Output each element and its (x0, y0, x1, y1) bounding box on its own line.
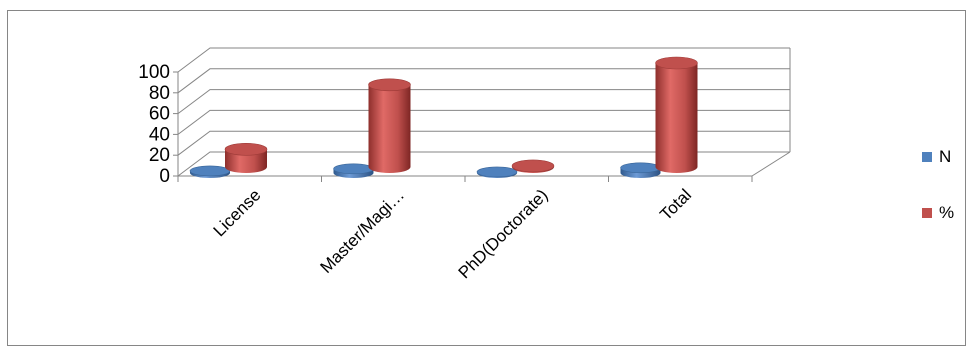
bar-top (224, 143, 268, 156)
gridline (177, 89, 790, 114)
y-tick-label: 100 (138, 62, 170, 83)
bar-top (333, 163, 374, 175)
bar-percent-0 (224, 143, 268, 173)
bar-top (655, 56, 698, 70)
gridline (177, 151, 790, 177)
category-label: PhD(Doctorate) (455, 185, 552, 282)
bar-body (655, 63, 698, 173)
category-label: Total (656, 185, 695, 224)
y-tick-label: 60 (149, 104, 170, 125)
chart-walls (751, 48, 791, 177)
y-tick-label: 0 (159, 166, 170, 187)
x-axis-category-labels: License Master/Magi… PhD(Doctorate) Total (210, 185, 695, 282)
category-label: Master/Magi… (316, 185, 408, 277)
bar-percent-1 (368, 78, 411, 173)
legend: N% (922, 147, 954, 222)
legend-label: N (939, 147, 951, 166)
gridline (177, 130, 790, 156)
bar-percent-3 (655, 56, 698, 173)
legend-label: % (939, 203, 954, 222)
bar-top (620, 162, 661, 174)
legend-swatch (922, 152, 932, 162)
bar-top (189, 165, 231, 177)
bar-top (476, 166, 518, 178)
bar-top (511, 159, 555, 173)
y-tick-label: 20 (149, 145, 170, 166)
bar-body (368, 84, 411, 173)
bar-body (225, 149, 267, 173)
floor-right-edge (751, 151, 791, 177)
y-tick-label: 40 (149, 124, 170, 145)
gridline (177, 109, 790, 135)
gridline (177, 47, 790, 73)
bars (189, 56, 698, 179)
y-tick-label: 80 (149, 83, 170, 104)
bar-N-3 (620, 162, 661, 179)
chart-frame (7, 10, 966, 346)
legend-swatch (922, 208, 932, 218)
gridline (177, 68, 790, 94)
bar-N-1 (333, 163, 374, 179)
bar-N-2 (476, 166, 518, 178)
bar-N-0 (189, 165, 231, 178)
gridlines (177, 47, 790, 177)
category-label: License (210, 185, 265, 240)
bar-top (368, 78, 411, 92)
bar-percent-2 (511, 159, 555, 173)
